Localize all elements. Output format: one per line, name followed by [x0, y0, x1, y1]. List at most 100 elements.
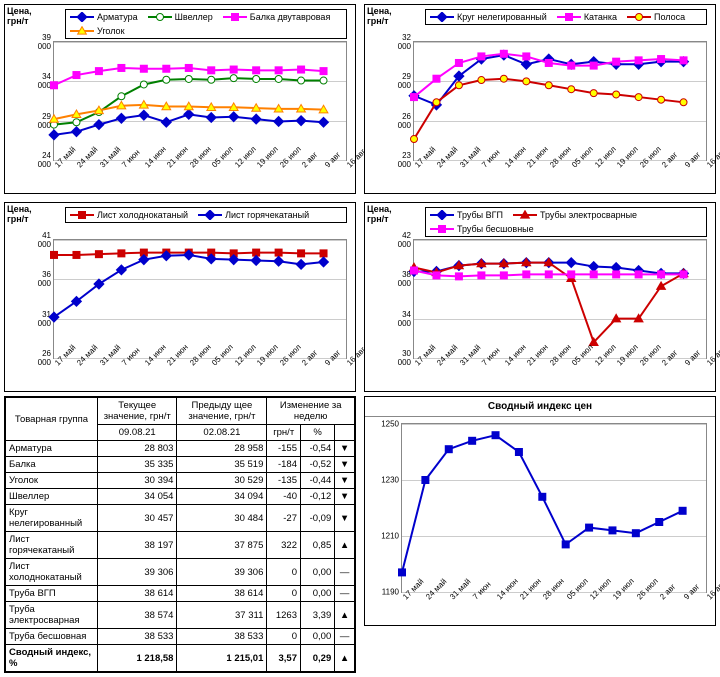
th-change: Изменение за неделю — [267, 398, 355, 425]
chart-legend: Трубы ВГПТрубы электросварныеТрубы бесшо… — [425, 207, 707, 237]
y-tick-label: 42 000 — [398, 231, 411, 249]
cell-name: Уголок — [6, 473, 98, 489]
table-footer-row: Сводный индекс, %1 218,581 215,013,570,2… — [6, 645, 355, 672]
cell-pct: 0,85 — [301, 532, 335, 559]
cell-current: 38 614 — [97, 586, 177, 602]
plot-area: 23 00026 00029 00032 000 — [413, 41, 707, 161]
cell-pct: 0,00 — [301, 559, 335, 586]
table-row: Балка 35 335 35 519 -184 -0,52 ▼ — [6, 457, 355, 473]
y-tick-label: 31 000 — [38, 310, 51, 328]
legend-label: Трубы электросварные — [540, 210, 637, 220]
y-tick-label: 1190 — [382, 588, 399, 597]
y-axis-label: Цена,грн/т — [7, 205, 32, 225]
cell-arrow: ▼ — [335, 473, 355, 489]
legend-item: Трубы бесшовные — [430, 224, 534, 234]
cell-pct: -0,52 — [301, 457, 335, 473]
y-tick-label: 41 000 — [38, 231, 51, 249]
index-chart-panel: Сводный индекс цен 1190121012301250 17 м… — [364, 396, 716, 626]
th-prev-date: 02.08.21 — [177, 425, 267, 441]
cell-current: 38 533 — [97, 629, 177, 645]
th-group: Товарная группа — [6, 398, 98, 441]
legend-item: Арматура — [70, 12, 138, 22]
th-arrow — [335, 425, 355, 441]
legend-label: Круг нелегированный — [457, 12, 547, 22]
y-tick-label: 26 000 — [38, 349, 51, 367]
y-tick-label: 34 000 — [398, 310, 411, 328]
legend-item: Катанка — [557, 12, 617, 22]
y-tick-label: 23 000 — [398, 151, 411, 169]
cell-pct: -0,54 — [301, 441, 335, 457]
cell-delta: 0 — [267, 559, 301, 586]
y-tick-label: 38 000 — [398, 270, 411, 288]
legend-item: Уголок — [70, 26, 125, 36]
summary-table: Товарная группа Текущее значение, грн/т … — [5, 397, 355, 672]
x-axis: 17 май24 май31 май7 июн14 июн21 июн28 ию… — [53, 361, 347, 389]
cell-name: Балка — [6, 457, 98, 473]
cell-name: Швеллер — [6, 489, 98, 505]
cell-prev: 38 614 — [177, 586, 267, 602]
legend-item: Круг нелегированный — [430, 12, 547, 22]
th-current: Текущее значение, грн/т — [97, 398, 177, 425]
y-axis-label: Цена,грн/т — [367, 7, 392, 27]
table-row: Круг нелегированный 30 457 30 484 -27 -0… — [6, 505, 355, 532]
chart-panel: Цена,грн/т Круг нелегированный Катанка Поло… — [364, 4, 716, 194]
cell-current: 35 335 — [97, 457, 177, 473]
y-tick-label: 39 000 — [38, 33, 51, 51]
cell-arrow: ▲ — [335, 532, 355, 559]
chart-panel: Цена,грн/т Лист холоднокатаный Лист горяче… — [4, 202, 356, 392]
y-tick-label: 30 000 — [398, 349, 411, 367]
cell-prev: 37 875 — [177, 532, 267, 559]
table-row: Арматура 28 803 28 958 -155 -0,54 ▼ — [6, 441, 355, 457]
chart-legend: Лист холоднокатаный Лист горячекатаный — [65, 207, 347, 223]
table-row: Труба электросварная 38 574 37 311 1263 … — [6, 602, 355, 629]
cell-delta: 322 — [267, 532, 301, 559]
x-axis: 17 май24 май31 май7 июн14 июн21 июн28 ию… — [413, 163, 707, 191]
th-prev: Предыду щее значение, грн/т — [177, 398, 267, 425]
cell-prev: 37 311 — [177, 602, 267, 629]
cell-arrow: ▼ — [335, 457, 355, 473]
cell-delta: -184 — [267, 457, 301, 473]
legend-label: Полоса — [654, 12, 685, 22]
legend-item: Лист горячекатаный — [198, 210, 309, 220]
y-tick-label: 34 000 — [38, 72, 51, 90]
legend-item: Швеллер — [148, 12, 213, 22]
plot-area: 24 00029 00034 00039 000 — [53, 41, 347, 161]
cell-arrow: ▼ — [335, 489, 355, 505]
legend-label: Уголок — [97, 26, 125, 36]
cell-name: Лист холоднокатаный — [6, 559, 98, 586]
y-tick-label: 26 000 — [398, 112, 411, 130]
cell-delta: 1263 — [267, 602, 301, 629]
cell-pct: 3,39 — [301, 602, 335, 629]
plot-area: 30 00034 00038 00042 000 — [413, 239, 707, 359]
cell-pct: -0,44 — [301, 473, 335, 489]
legend-label: Трубы бесшовные — [457, 224, 534, 234]
cell-prev: 30 529 — [177, 473, 267, 489]
chart-legend: АрматураШвеллерБалка двутавроваяУголок — [65, 9, 347, 39]
cell-arrow: ▲ — [335, 602, 355, 629]
cell-current: 30 394 — [97, 473, 177, 489]
cell-current: 38 197 — [97, 532, 177, 559]
cell-arrow: ▼ — [335, 505, 355, 532]
plot-area: 26 00031 00036 00041 000 — [53, 239, 347, 359]
x-axis: 17 май24 май31 май7 июн14 июн21 июн28 ию… — [53, 163, 347, 191]
cell-pct: 0,00 — [301, 586, 335, 602]
cell-pct: 0,00 — [301, 629, 335, 645]
legend-label: Лист холоднокатаный — [97, 210, 188, 220]
cell-current: 30 457 — [97, 505, 177, 532]
cell-current: 34 054 — [97, 489, 177, 505]
legend-item: Полоса — [627, 12, 685, 22]
table-row: Уголок 30 394 30 529 -135 -0,44 ▼ — [6, 473, 355, 489]
y-tick-label: 1250 — [381, 420, 399, 429]
table-row: Труба ВГП 38 614 38 614 0 0,00 — — [6, 586, 355, 602]
cell-prev: 30 484 — [177, 505, 267, 532]
cell-arrow: — — [335, 629, 355, 645]
cell-name: Круг нелегированный — [6, 505, 98, 532]
cell-delta: -40 — [267, 489, 301, 505]
legend-label: Швеллер — [175, 12, 213, 22]
legend-label: Катанка — [584, 12, 617, 22]
index-chart-title: Сводный индекс цен — [365, 397, 715, 417]
y-axis-label: Цена,грн/т — [367, 205, 392, 225]
legend-item: Трубы электросварные — [513, 210, 637, 220]
legend-label: Лист горячекатаный — [225, 210, 309, 220]
y-tick-label: 29 000 — [38, 112, 51, 130]
